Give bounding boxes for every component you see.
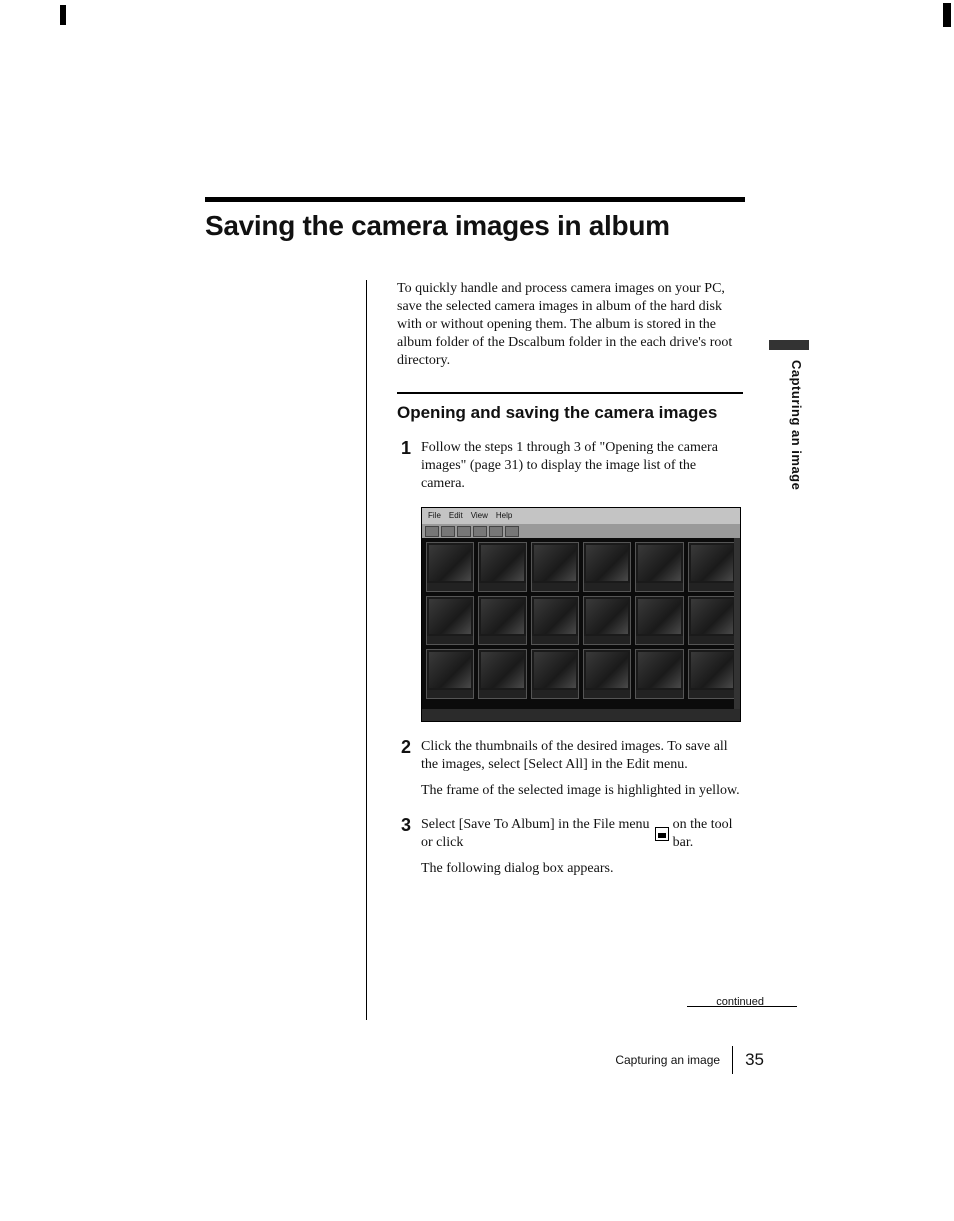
footer-section-label: Capturing an image	[615, 1053, 720, 1067]
step-2: 2 Click the thumbnails of the desired im…	[397, 738, 743, 800]
camera-image-list-screenshot: File Edit View Help	[421, 507, 741, 722]
toolbar-button	[473, 526, 487, 537]
toolbar-button	[505, 526, 519, 537]
screenshot-statusbar	[422, 709, 740, 721]
step-result: The frame of the selected image is highl…	[421, 782, 743, 800]
thumbnail	[583, 649, 631, 699]
footer-separator	[732, 1046, 733, 1074]
menu-item: Help	[494, 511, 514, 521]
thumbnail	[531, 649, 579, 699]
section-tab-mark	[769, 340, 809, 350]
step-result: The following dialog box appears.	[421, 860, 743, 878]
page-footer: Capturing an image 35	[615, 1046, 764, 1074]
thumbnail	[478, 596, 526, 646]
thumbnail	[426, 542, 474, 592]
thumbnail	[478, 649, 526, 699]
toolbar-button	[441, 526, 455, 537]
toolbar-button	[457, 526, 471, 537]
menu-item: Edit	[447, 511, 465, 521]
screenshot-menubar: File Edit View Help	[422, 508, 740, 524]
menu-item: View	[469, 511, 490, 521]
subheading-rule	[397, 392, 743, 394]
thumbnail	[426, 649, 474, 699]
step-3: 3 Select [Save To Album] in the File men…	[397, 816, 743, 878]
crop-mark-left	[60, 5, 66, 25]
step-number: 1	[397, 439, 411, 457]
step-text-pre: Select [Save To Album] in the File menu …	[421, 816, 651, 852]
continued-rule	[687, 1006, 797, 1007]
thumbnail	[426, 596, 474, 646]
thumbnail	[688, 542, 736, 592]
crop-mark-right	[943, 3, 951, 27]
step-body: Select [Save To Album] in the File menu …	[421, 816, 743, 878]
title-rule	[205, 197, 745, 202]
thumbnail	[688, 596, 736, 646]
thumbnail-grid	[426, 542, 736, 699]
main-column: To quickly handle and process camera ima…	[397, 280, 743, 877]
menu-item: File	[426, 511, 443, 521]
step-text-post: on the tool bar.	[673, 816, 743, 852]
save-to-album-icon	[655, 827, 669, 841]
screenshot-scrollbar	[734, 538, 740, 709]
step-number: 3	[397, 816, 411, 834]
thumbnail	[583, 596, 631, 646]
thumbnail	[531, 542, 579, 592]
page-number: 35	[745, 1050, 764, 1070]
manual-page: Saving the camera images in album To qui…	[0, 0, 954, 1221]
thumbnail	[635, 542, 683, 592]
intro-paragraph: To quickly handle and process camera ima…	[397, 280, 743, 370]
thumbnail	[688, 649, 736, 699]
page-title: Saving the camera images in album	[205, 210, 670, 242]
thumbnail	[583, 542, 631, 592]
step-body: Click the thumbnails of the desired imag…	[421, 738, 743, 800]
step-body: Follow the steps 1 through 3 of "Opening…	[421, 439, 743, 493]
subheading: Opening and saving the camera images	[397, 402, 743, 424]
step-number: 2	[397, 738, 411, 756]
thumbnail	[531, 596, 579, 646]
thumbnail	[478, 542, 526, 592]
step-text: Follow the steps 1 through 3 of "Opening…	[421, 440, 718, 491]
toolbar-button	[425, 526, 439, 537]
section-tab-label: Capturing an image	[789, 360, 804, 490]
column-divider	[366, 280, 367, 1020]
screenshot-toolbar	[422, 524, 740, 538]
thumbnail	[635, 649, 683, 699]
step-1: 1 Follow the steps 1 through 3 of "Openi…	[397, 439, 743, 493]
thumbnail	[635, 596, 683, 646]
step-text: Click the thumbnails of the desired imag…	[421, 739, 728, 772]
toolbar-button	[489, 526, 503, 537]
